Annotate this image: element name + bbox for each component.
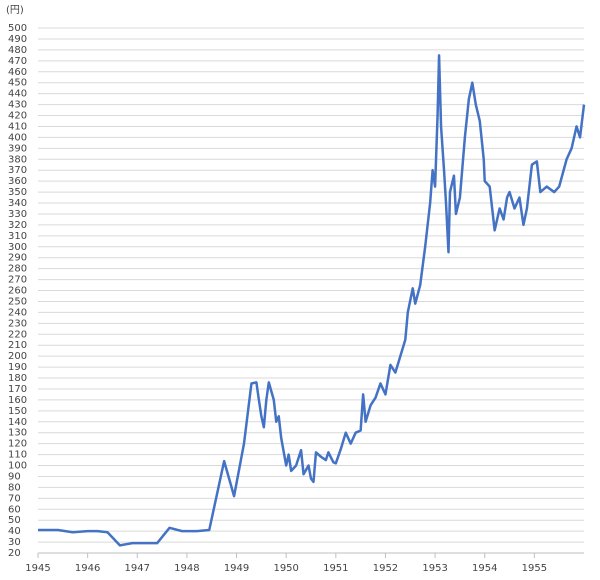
y-tick-label: 160 [8,395,27,406]
y-tick-label: 140 [8,417,27,428]
x-tick-label: 1945 [25,563,50,574]
x-tick-label: 1947 [125,563,150,574]
y-tick-label: 120 [8,439,27,450]
y-tick-label: 100 [8,461,27,472]
y-tick-label: 450 [8,78,27,89]
y-tick-label: 470 [8,56,27,67]
y-tick-label: 490 [8,34,27,45]
x-tick-label: 1949 [224,563,249,574]
y-tick-label: 310 [8,231,27,242]
y-tick-label: 400 [8,132,27,143]
y-tick-label: 270 [8,275,27,286]
y-tick-label: 40 [8,526,21,537]
x-tick-label: 1953 [422,563,447,574]
y-tick-label: 370 [8,165,27,176]
y-tick-label: 60 [8,504,21,515]
y-tick-label: 180 [8,373,27,384]
y-tick-label: 50 [8,515,21,526]
y-tick-label: 210 [8,340,27,351]
x-tick-label: 1950 [273,563,298,574]
y-tick-label: 80 [8,482,21,493]
y-tick-label: 110 [8,450,27,461]
y-tick-label: 250 [8,296,27,307]
y-tick-label: 200 [8,351,27,362]
y-tick-label: 240 [8,307,27,318]
y-tick-label: 260 [8,286,27,297]
line [38,54,586,547]
y-tick-label: 410 [8,121,27,132]
x-tick-label: 1952 [373,563,398,574]
y-tick-label: 130 [8,428,27,439]
x-tick-label: 1946 [75,563,100,574]
y-tick-label: 390 [8,143,27,154]
y-tick-label: 190 [8,362,27,373]
y-axis-label: (円) [6,5,24,16]
x-tick-label: 1951 [323,563,348,574]
y-tick-label: 360 [8,176,27,187]
x-tick-label: 1954 [472,563,497,574]
y-tick-label: 170 [8,384,27,395]
y-tick-label: 230 [8,318,27,329]
y-tick-label: 90 [8,471,21,482]
y-tick-label: 480 [8,45,27,56]
y-tick-label: 500 [8,23,27,34]
x-tick-label: 1955 [522,563,547,574]
y-tick-label: 300 [8,242,27,253]
y-tick-label: 330 [8,209,27,220]
y-tick-label: 290 [8,253,27,264]
x-tick-label: 1948 [174,563,199,574]
y-tick-label: 220 [8,329,27,340]
y-tick-label: 430 [8,100,27,111]
y-tick-label: 70 [8,493,21,504]
y-tick-label: 460 [8,67,27,78]
y-tick-label: 20 [8,548,21,559]
y-tick-label: 350 [8,187,27,198]
y-tick-label: 280 [8,264,27,275]
y-tick-label: 150 [8,406,27,417]
y-tick-label: 440 [8,89,27,100]
y-tick-label: 30 [8,537,21,548]
y-tick-label: 320 [8,220,27,231]
y-tick-label: 420 [8,111,27,122]
y-tick-label: 380 [8,154,27,165]
y-tick-label: 340 [8,198,27,209]
